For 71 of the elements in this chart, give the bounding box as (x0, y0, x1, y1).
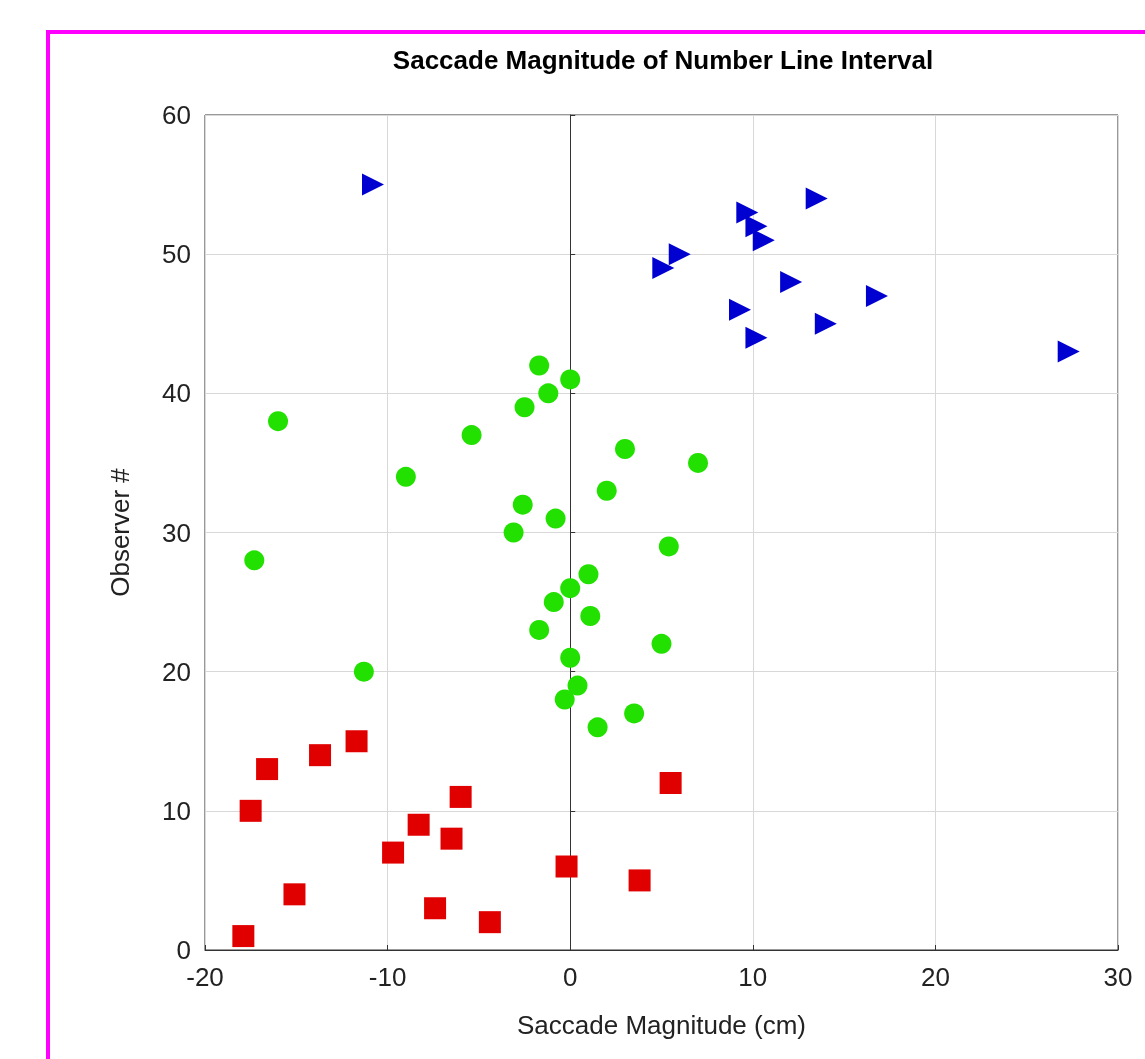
point (1057, 340, 1080, 363)
point (382, 841, 405, 864)
point (424, 897, 447, 920)
point (345, 730, 368, 753)
point (587, 717, 608, 738)
point (256, 758, 279, 781)
point (814, 312, 837, 335)
point (555, 855, 578, 878)
point (512, 494, 533, 515)
point (567, 675, 588, 696)
point (449, 785, 472, 808)
point (503, 522, 524, 543)
point (529, 355, 550, 376)
point (580, 606, 601, 626)
point (232, 925, 255, 948)
point (395, 466, 416, 487)
point (239, 799, 262, 822)
point (268, 411, 289, 432)
point (615, 439, 635, 459)
point (283, 883, 306, 906)
point (560, 369, 581, 390)
point (244, 550, 265, 571)
point (407, 813, 430, 836)
point (596, 480, 617, 501)
point (745, 215, 768, 238)
y-axis-title: Observer # (105, 467, 135, 597)
point (688, 452, 709, 473)
y-tick-label: 10 (162, 795, 191, 826)
point (529, 619, 550, 640)
point (545, 508, 566, 529)
chart-title: Saccade Magnitude of Number Line Interval (392, 45, 934, 75)
x-tick-label: 10 (738, 962, 768, 992)
point (309, 744, 332, 767)
x-tick-label: 30 (1103, 962, 1133, 992)
y-tick-label: 50 (162, 239, 191, 270)
point (651, 633, 672, 654)
point (560, 647, 581, 668)
point (865, 284, 888, 307)
point (353, 661, 374, 682)
x-axis-title: Saccade Magnitude (cm) (516, 1010, 807, 1040)
x-tick-label: -10 (368, 962, 407, 992)
point (624, 703, 645, 724)
point (560, 578, 581, 599)
point (736, 201, 759, 224)
y-tick-label: 60 (162, 100, 191, 130)
point (668, 243, 691, 266)
point (752, 229, 775, 252)
point (461, 425, 482, 446)
point (514, 397, 535, 418)
y-tick-label: 0 (176, 935, 191, 965)
point (478, 911, 501, 934)
y-tick-label: 40 (162, 378, 191, 409)
x-tick-label: 20 (920, 962, 950, 992)
point (554, 689, 575, 710)
point (440, 827, 463, 850)
point (538, 383, 559, 404)
point (659, 772, 682, 794)
point (780, 271, 803, 293)
y-tick-label: 20 (162, 656, 191, 687)
point (652, 257, 675, 280)
point (361, 173, 384, 196)
y-tick-label: 30 (162, 517, 191, 548)
point (543, 592, 564, 613)
point (729, 298, 752, 321)
point (805, 187, 828, 210)
x-tick-label: 0 (562, 962, 578, 992)
point (628, 869, 651, 892)
x-tick-label: -20 (186, 962, 224, 992)
point (658, 536, 679, 557)
point (745, 326, 768, 349)
point (578, 564, 599, 585)
